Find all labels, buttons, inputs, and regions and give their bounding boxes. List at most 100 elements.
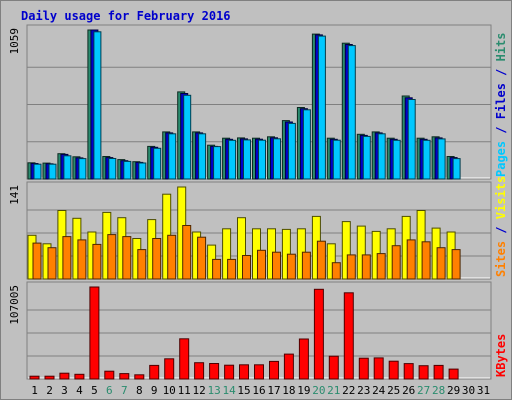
bar-kbytes-day-16: [254, 364, 264, 380]
bar-sites-day-5: [92, 243, 102, 280]
bar-sites-day-12: [197, 236, 207, 280]
bar-sites-day-22: [346, 254, 356, 280]
bar-sites-day-19: [301, 251, 311, 280]
x-tick-label: 21: [327, 384, 340, 397]
bar-kbytes-day-2: [44, 375, 55, 380]
bar-kbytes-day-4: [74, 373, 85, 380]
legend-bottom: KBytes: [494, 334, 508, 377]
x-tick-label: 22: [342, 384, 355, 397]
bar-kbytes-day-23: [358, 357, 369, 380]
bar-hits-day-18: [287, 122, 296, 180]
bar-kbytes-day-28: [433, 364, 444, 380]
bar-sites-day-21: [331, 262, 341, 280]
bar-hits-day-10: [168, 133, 177, 180]
x-tick-label: 20: [312, 384, 325, 397]
bar-visits-day-21: [326, 243, 336, 280]
x-tick-label: 5: [91, 384, 98, 397]
x-tick-label: 12: [192, 384, 205, 397]
bar-kbytes-day-15: [239, 364, 249, 380]
bar-hits-day-29: [452, 158, 461, 180]
x-tick-label: 24: [372, 384, 386, 397]
x-tick-label: 26: [402, 384, 415, 397]
y-max-tick-label: 141: [8, 185, 21, 205]
x-tick-label: 1: [31, 384, 38, 397]
x-tick-label: 16: [252, 384, 265, 397]
bar-kbytes-day-14: [224, 364, 235, 380]
x-tick-label: 13: [207, 384, 220, 397]
x-tick-label: 23: [357, 384, 370, 397]
legend-top: Pages / Files / Hits: [494, 32, 508, 177]
x-tick-label: 18: [282, 384, 295, 397]
x-tick-label: 30: [462, 384, 475, 397]
x-tick-label: 6: [106, 384, 113, 397]
x-tick-label: 7: [121, 384, 128, 397]
legend-entry: /: [494, 119, 508, 141]
bar-hits-day-26: [407, 99, 416, 180]
panel-bottom: [26, 281, 492, 380]
bar-hits-day-12: [198, 133, 207, 180]
x-tick-label: 11: [178, 384, 191, 397]
legend-entry: KBytes: [494, 334, 508, 377]
x-tick-label: 4: [76, 384, 83, 397]
bar-sites-day-6: [107, 234, 117, 280]
bar-kbytes-day-13: [209, 363, 220, 380]
x-tick-label: 29: [447, 384, 460, 397]
y-max-tick-label: 107005: [8, 285, 21, 325]
x-tick-label: 10: [163, 384, 176, 397]
bar-kbytes-day-5: [89, 286, 100, 380]
bar-kbytes-day-3: [59, 372, 70, 380]
bar-sites-day-1: [32, 242, 42, 280]
bar-hits-day-13: [213, 146, 222, 180]
bar-sites-day-24: [376, 253, 386, 280]
bar-sites-day-18: [286, 253, 296, 280]
bar-visits-day-14: [222, 228, 232, 280]
x-tick-label: 25: [387, 384, 400, 397]
x-tick-label: 9: [151, 384, 158, 397]
bar-kbytes-day-12: [194, 362, 205, 380]
bar-sites-day-13: [212, 258, 222, 280]
legend-entry: /: [494, 61, 508, 83]
bar-sites-day-8: [137, 249, 147, 280]
legend-entry: /: [494, 219, 508, 241]
bar-hits-day-17: [273, 138, 281, 180]
bar-hits-day-8: [138, 162, 147, 180]
bar-hits-day-14: [228, 139, 237, 180]
bar-visits-day-23: [356, 225, 366, 280]
bar-kbytes-day-17: [269, 360, 279, 380]
bar-kbytes-day-6: [104, 370, 115, 380]
x-tick-label: 28: [432, 384, 445, 397]
bar-hits-day-1: [33, 163, 42, 180]
legend-middle: Sites / Visits: [494, 176, 508, 277]
bar-hits-day-24: [377, 133, 386, 180]
legend-entry: Visits: [494, 176, 508, 219]
x-tick-label: 8: [136, 384, 143, 397]
legend-entry: Pages: [494, 141, 508, 177]
bar-sites-day-3: [62, 236, 72, 280]
bar-hits-day-3: [63, 155, 72, 180]
y-max-tick-label: 1059: [8, 28, 21, 55]
bar-kbytes-day-27: [418, 365, 429, 380]
bar-sites-day-7: [122, 236, 132, 280]
bar-kbytes-day-9: [149, 364, 160, 380]
bar-hits-day-22: [347, 45, 356, 180]
bar-sites-day-29: [451, 249, 461, 280]
bar-hits-day-20: [317, 35, 326, 180]
bar-sites-day-2: [47, 247, 57, 280]
bar-sites-day-27: [421, 241, 431, 280]
legend-entry: Files: [494, 83, 508, 119]
bar-hits-day-21: [332, 139, 341, 180]
x-tick-label: 19: [297, 384, 310, 397]
bar-hits-day-19: [302, 109, 311, 180]
bar-kbytes-day-8: [134, 374, 145, 380]
bar-hits-day-4: [78, 158, 87, 180]
bar-hits-day-11: [183, 94, 192, 180]
bar-kbytes-day-10: [164, 358, 175, 380]
x-tick-label: 2: [46, 384, 53, 397]
bar-kbytes-day-26: [403, 363, 414, 380]
bar-kbytes-day-18: [283, 353, 294, 380]
bar-hits-day-27: [422, 139, 431, 180]
bar-sites-day-14: [227, 258, 237, 280]
x-tick-label: 31: [477, 384, 490, 397]
